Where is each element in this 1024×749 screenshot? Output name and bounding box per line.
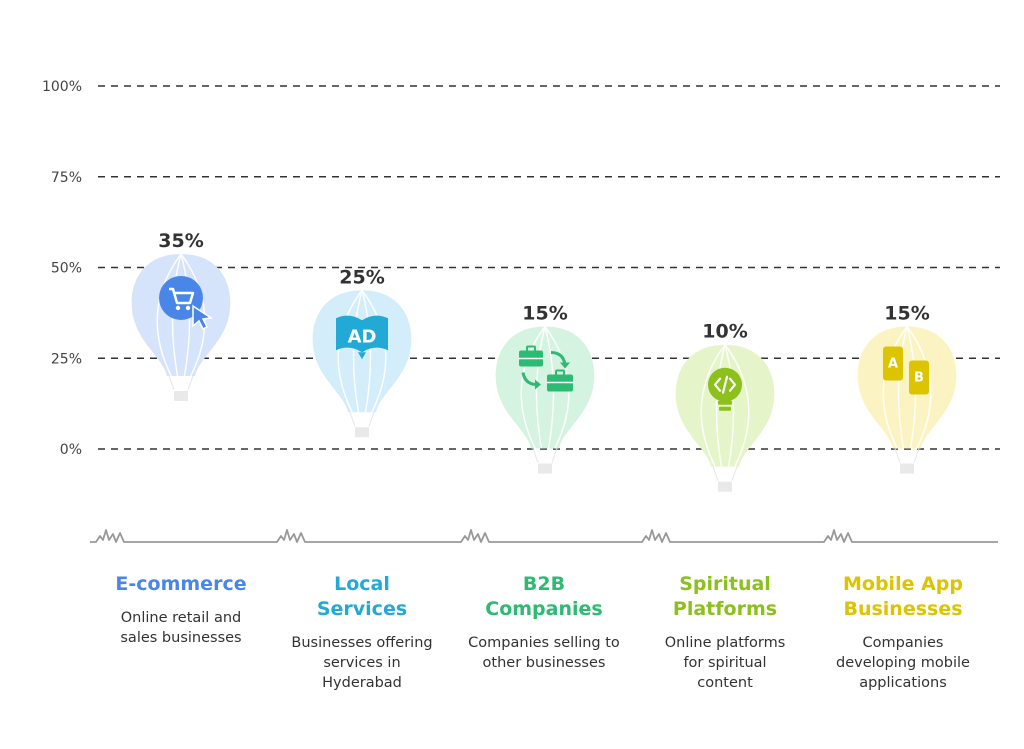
balloon-stripe [337,289,363,413]
balloon-stripe [906,326,932,449]
category-title: Local Services [316,573,408,620]
y-tick-label: 50% [51,261,82,277]
balloon-stripe [724,344,750,468]
ground-line [90,529,998,543]
balloon-rope [168,375,175,391]
balloon-basket [538,463,552,474]
category-description: Online platforms for spiritual content [664,635,786,691]
balloon-envelope [495,326,595,449]
balloon-rope [349,412,356,427]
balloon-basket [900,463,914,474]
balloon-1: 35% [131,230,231,401]
value-label: 15% [884,303,929,325]
y-tick-label: 0% [60,442,82,458]
category-description: Online retail and sales businesses [120,610,242,646]
category-b2b: B2B Companies Companies selling to other… [454,572,634,673]
category-spiritual: Spiritual Platforms Online platforms for… [635,572,815,693]
balloon-stripe [882,326,908,449]
category-description: Companies selling to other businesses [468,635,620,671]
balloon-rope [187,375,194,391]
balloon-rope [712,466,719,481]
balloon-stripe [156,253,182,377]
balloon-stripe [897,326,908,449]
balloon-2: AD 25% [312,266,412,438]
y-tick-label: 75% [51,170,82,186]
balloon-4: 10% [675,321,775,492]
category-description: Companies developing mobile applications [836,635,970,691]
balloon-basket [174,390,188,401]
svg-text:B: B [914,371,924,386]
svg-text:A: A [888,357,898,372]
balloon-stripe [724,344,735,467]
balloon-rope [913,448,920,463]
value-label: 10% [702,321,747,343]
balloon-rope [368,412,375,427]
balloon-stripe [361,290,372,413]
balloon-stripe [352,290,363,413]
balloon-stripe [361,289,387,413]
category-local-services: Local Services Businesses offering servi… [272,572,452,693]
balloon-envelope [675,344,775,467]
y-tick-label: 100% [42,79,82,95]
balloon-basket [718,481,732,492]
balloon-basket [355,427,369,438]
balloon-rope [551,448,558,463]
category-ecommerce: E-commerce Online retail and sales busin… [91,572,271,648]
code-lightbulb-icon [708,367,742,411]
balloon-rope [894,448,901,463]
value-label: 25% [339,266,384,288]
balloon-3: 15% [495,303,595,474]
balloon-stripe [715,344,726,467]
category-description: Businesses offering services in Hyderaba… [291,635,433,691]
y-tick-label: 25% [51,351,82,367]
category-mobile-app: Mobile App Businesses Companies developi… [813,572,993,693]
mobile-ab-icon: AB [883,346,929,395]
category-title: Mobile App Businesses [843,573,963,620]
ad-book-icon: AD [336,315,388,360]
balloon-envelope [857,326,957,449]
value-label: 35% [158,230,203,252]
category-title: Spiritual Platforms [672,573,778,620]
balloon-rope [731,466,738,481]
value-label: 15% [522,303,567,325]
balloon-rope [532,448,539,463]
briefcase-exchange-icon [519,345,573,392]
shopping-cart-cursor-icon [159,275,214,330]
category-title: E-commerce [115,573,247,595]
svg-text:AD: AD [348,326,377,347]
balloon-stripe [700,344,726,468]
category-title: B2B Companies [485,573,603,620]
balloon-stripe [520,326,546,449]
